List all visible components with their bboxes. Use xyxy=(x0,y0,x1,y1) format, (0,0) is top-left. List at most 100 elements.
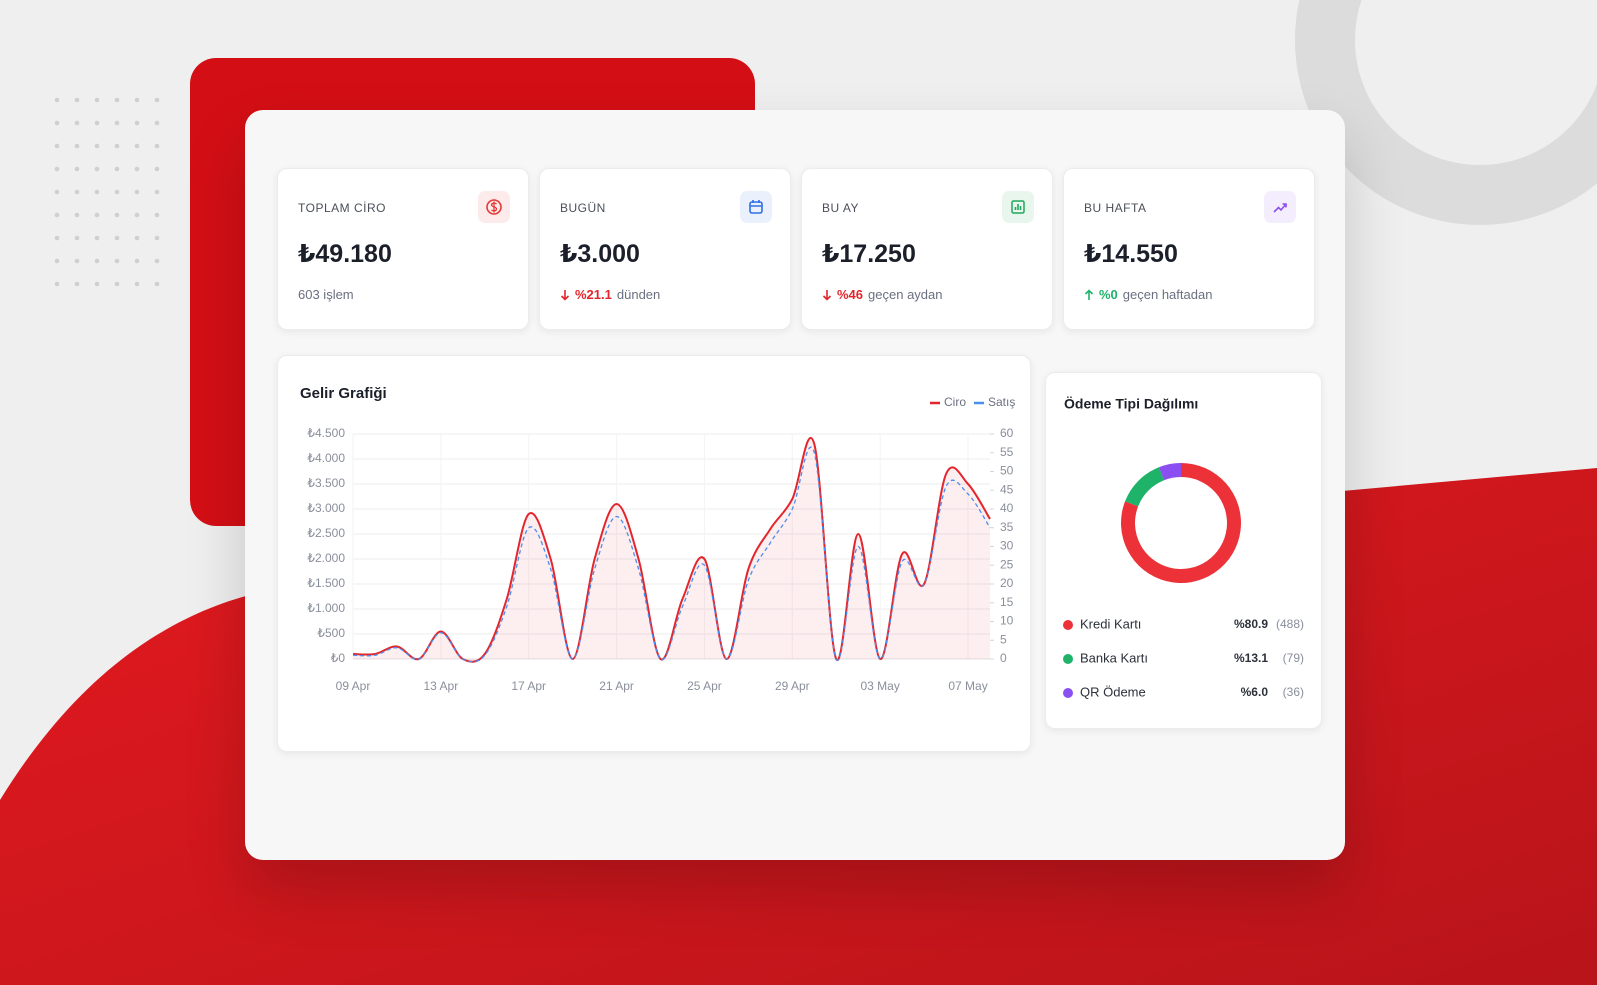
dot xyxy=(74,235,80,241)
icon-glyph xyxy=(1011,200,1025,214)
chart-title: Ödeme Tipi Dağılımı xyxy=(1064,396,1198,412)
dot xyxy=(54,258,60,264)
x-tick-label: 13 Apr xyxy=(424,679,459,693)
y-tick-label: ₺3.500 xyxy=(307,476,345,490)
legend-label: Ciro xyxy=(944,395,966,409)
card-value: ₺49.180 xyxy=(298,240,392,268)
y2-tick-label: 30 xyxy=(1000,539,1014,553)
y-tick-label: ₺500 xyxy=(317,626,345,640)
x-tick-label: 21 Apr xyxy=(599,679,634,693)
card-note: dünden xyxy=(616,287,661,302)
card-value: ₺14.550 xyxy=(1084,240,1178,268)
chart-title: Gelir Grafiği xyxy=(300,385,387,402)
icon-glyph xyxy=(749,200,763,214)
card-foot: %46 geçen aydan xyxy=(822,287,942,302)
dot xyxy=(54,235,60,241)
legend-value: %6.0 xyxy=(1241,685,1269,699)
y2-tick-label: 15 xyxy=(1000,595,1014,609)
dot xyxy=(134,212,140,218)
dot xyxy=(74,281,80,287)
card-icon xyxy=(740,191,772,223)
icon-glyph xyxy=(486,199,502,215)
card-note: geçen haftadan xyxy=(1122,287,1213,302)
y2-tick-label: 55 xyxy=(1000,445,1014,459)
dot xyxy=(134,235,140,241)
dot xyxy=(154,97,160,103)
dot xyxy=(154,189,160,195)
y2-tick-label: 25 xyxy=(1000,557,1014,571)
dot xyxy=(154,120,160,126)
donut-chart: Ödeme Tipi Dağılımı Kredi Kartı %80.9 (488… xyxy=(1063,396,1304,699)
dot xyxy=(74,97,80,103)
dot xyxy=(114,281,120,287)
dot xyxy=(94,166,100,172)
icon-part xyxy=(1011,200,1025,214)
card-value: ₺17.250 xyxy=(822,240,916,268)
y-tick-label: ₺1.000 xyxy=(307,601,345,615)
legend-dot xyxy=(1063,620,1073,630)
dashboard-panel: TOPLAM CİRO ₺49.180 603 işlem BUGÜN ₺3.000 %2… xyxy=(245,110,1345,860)
dot xyxy=(94,189,100,195)
arrow xyxy=(1084,288,1094,300)
dot xyxy=(134,189,140,195)
y-tick-label: ₺4.000 xyxy=(307,451,345,465)
y-tick-label: ₺3.000 xyxy=(307,501,345,515)
y2-tick-label: 5 xyxy=(1000,632,1007,646)
card-title: BU AY xyxy=(822,201,859,215)
card-note: geçen aydan xyxy=(868,287,943,302)
trend-arrow xyxy=(1084,288,1094,300)
card-foot: 603 işlem xyxy=(298,287,354,302)
x-tick-label: 29 Apr xyxy=(775,679,810,693)
icon-bg xyxy=(1264,191,1296,223)
x-tick-label: 03 May xyxy=(860,679,899,693)
legend-label: Kredi Kartı xyxy=(1080,616,1141,631)
card-note: 603 işlem xyxy=(298,287,354,302)
legend-count: (79) xyxy=(1283,651,1304,665)
legend-value: %80.9 xyxy=(1234,617,1268,631)
dot xyxy=(94,143,100,149)
arrow xyxy=(560,289,570,301)
icon-part xyxy=(486,199,502,215)
icon-glyph xyxy=(1273,203,1287,213)
dot xyxy=(134,166,140,172)
dot xyxy=(94,281,100,287)
legend-count: (488) xyxy=(1276,617,1304,631)
dot xyxy=(74,120,80,126)
dot xyxy=(134,143,140,149)
dot xyxy=(114,166,120,172)
donut-card: Ödeme Tipi Dağılımı Kredi Kartı %80.9 (488… xyxy=(1045,372,1322,729)
legend-label: QR Ödeme xyxy=(1080,684,1146,699)
card-foot: %0 geçen haftadan xyxy=(1084,287,1212,302)
y2-tick-label: 10 xyxy=(1000,614,1014,628)
y-tick-label: ₺2.000 xyxy=(307,551,345,565)
dot xyxy=(114,189,120,195)
legend-value: %13.1 xyxy=(1234,651,1268,665)
dot xyxy=(114,235,120,241)
y2-tick-label: 0 xyxy=(1000,651,1007,665)
ring xyxy=(1295,0,1597,225)
y2-tick-label: 40 xyxy=(1000,501,1014,515)
donut-slice xyxy=(1125,467,1165,507)
dot xyxy=(154,235,160,241)
icon-part xyxy=(750,200,762,207)
y-tick-label: ₺4.500 xyxy=(307,426,345,440)
dot xyxy=(154,281,160,287)
dot xyxy=(74,166,80,172)
dot xyxy=(114,212,120,218)
dot xyxy=(94,258,100,264)
dot xyxy=(134,97,140,103)
card-icon xyxy=(478,191,510,223)
card-title: BU HAFTA xyxy=(1084,201,1147,215)
y-tick-label: ₺0 xyxy=(331,651,346,665)
dot xyxy=(134,120,140,126)
legend-label: Satış xyxy=(988,395,1015,409)
y-tick-label: ₺2.500 xyxy=(307,526,345,540)
dot xyxy=(94,235,100,241)
dot xyxy=(114,258,120,264)
stat-card: TOPLAM CİRO ₺49.180 603 işlem xyxy=(277,168,529,330)
y2-tick-label: 50 xyxy=(1000,464,1014,478)
icon-part xyxy=(1014,204,1022,210)
dot xyxy=(74,212,80,218)
dot xyxy=(114,97,120,103)
